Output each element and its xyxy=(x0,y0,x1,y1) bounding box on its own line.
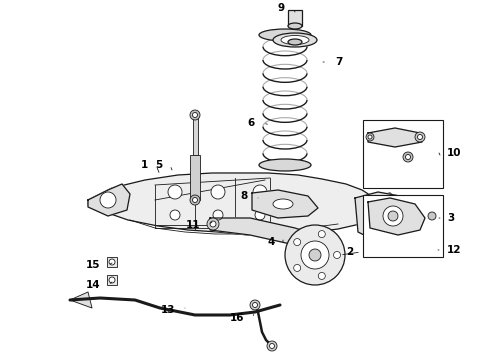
Text: 12: 12 xyxy=(447,245,462,255)
Ellipse shape xyxy=(259,159,311,171)
Circle shape xyxy=(294,265,301,271)
Circle shape xyxy=(213,210,223,220)
Circle shape xyxy=(415,132,425,142)
Circle shape xyxy=(386,211,400,225)
Ellipse shape xyxy=(259,29,311,41)
Circle shape xyxy=(285,225,345,285)
Circle shape xyxy=(109,259,115,265)
Circle shape xyxy=(170,210,180,220)
Polygon shape xyxy=(88,173,376,235)
Polygon shape xyxy=(70,292,92,308)
Circle shape xyxy=(270,343,274,348)
Circle shape xyxy=(334,252,341,258)
Circle shape xyxy=(253,185,267,199)
Ellipse shape xyxy=(273,199,293,209)
Bar xyxy=(363,195,443,257)
Circle shape xyxy=(294,239,301,246)
Polygon shape xyxy=(355,192,425,245)
Ellipse shape xyxy=(281,36,309,45)
Circle shape xyxy=(383,206,403,226)
Circle shape xyxy=(318,273,325,279)
Circle shape xyxy=(309,249,321,261)
Text: 8: 8 xyxy=(241,191,248,201)
Text: 4: 4 xyxy=(268,237,275,247)
Ellipse shape xyxy=(273,33,317,47)
Circle shape xyxy=(252,302,258,307)
Text: 3: 3 xyxy=(447,213,454,223)
Circle shape xyxy=(193,198,197,202)
Circle shape xyxy=(379,204,407,232)
Circle shape xyxy=(250,300,260,310)
Circle shape xyxy=(210,221,216,227)
Text: 1: 1 xyxy=(141,160,148,170)
Circle shape xyxy=(399,208,404,213)
Circle shape xyxy=(168,185,182,199)
Circle shape xyxy=(318,230,325,238)
Circle shape xyxy=(406,154,411,159)
Text: 14: 14 xyxy=(85,280,100,290)
Circle shape xyxy=(368,135,372,139)
Circle shape xyxy=(190,110,200,120)
Bar xyxy=(107,275,117,285)
Circle shape xyxy=(267,341,277,351)
Polygon shape xyxy=(368,128,422,147)
Polygon shape xyxy=(210,218,330,250)
Polygon shape xyxy=(373,193,400,218)
Text: 9: 9 xyxy=(278,3,285,13)
Circle shape xyxy=(380,217,385,222)
Circle shape xyxy=(400,221,405,226)
Circle shape xyxy=(100,192,116,208)
Circle shape xyxy=(301,241,329,269)
Circle shape xyxy=(193,112,197,117)
Circle shape xyxy=(387,205,392,210)
Circle shape xyxy=(255,210,265,220)
Text: 11: 11 xyxy=(186,220,200,230)
Circle shape xyxy=(190,195,200,205)
Bar xyxy=(363,120,443,188)
Polygon shape xyxy=(252,190,318,218)
Text: 2: 2 xyxy=(346,247,353,257)
Text: 5: 5 xyxy=(155,160,162,170)
Text: 7: 7 xyxy=(335,57,343,67)
Text: 10: 10 xyxy=(447,148,462,158)
Circle shape xyxy=(388,211,398,221)
Text: 13: 13 xyxy=(161,305,175,315)
Bar xyxy=(107,257,117,267)
Circle shape xyxy=(428,212,436,220)
Ellipse shape xyxy=(288,39,302,45)
Polygon shape xyxy=(88,184,130,216)
Circle shape xyxy=(403,152,413,162)
Bar xyxy=(288,10,302,26)
Ellipse shape xyxy=(288,23,302,29)
Text: 6: 6 xyxy=(248,118,255,128)
Circle shape xyxy=(417,135,422,139)
Circle shape xyxy=(389,226,393,231)
Circle shape xyxy=(109,277,115,283)
Bar xyxy=(190,155,200,200)
Circle shape xyxy=(366,133,374,141)
Polygon shape xyxy=(368,198,425,235)
Text: 16: 16 xyxy=(229,313,244,323)
Circle shape xyxy=(211,185,225,199)
Circle shape xyxy=(207,218,219,230)
Text: 15: 15 xyxy=(85,260,100,270)
Bar xyxy=(193,115,198,155)
